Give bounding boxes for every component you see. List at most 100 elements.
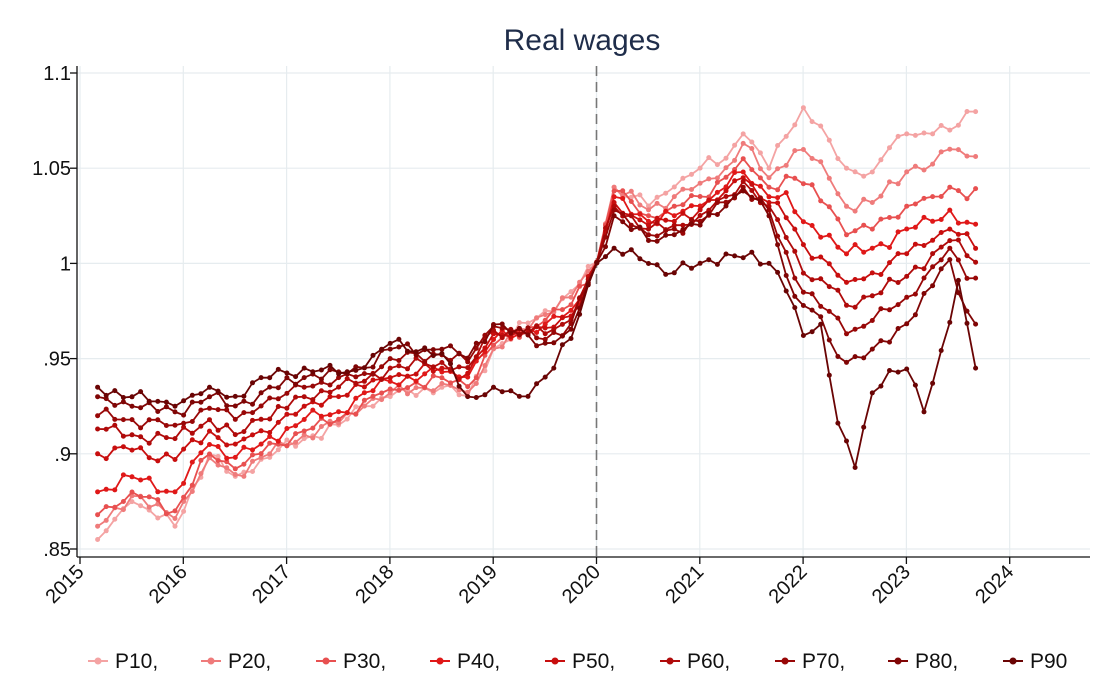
- data-point: [689, 217, 694, 223]
- data-point: [370, 393, 376, 399]
- data-point: [241, 429, 247, 435]
- data-point: [844, 203, 849, 209]
- data-point: [852, 228, 858, 234]
- data-point: [163, 435, 169, 441]
- data-point: [964, 231, 970, 237]
- data-point: [921, 291, 927, 296]
- data-point: [138, 477, 144, 483]
- data-point: [275, 447, 281, 453]
- data-point: [955, 277, 961, 283]
- data-point: [869, 169, 875, 175]
- data-point: [207, 428, 212, 434]
- data-point: [95, 413, 101, 419]
- series-lines: [95, 105, 979, 542]
- legend-item: P50,: [545, 650, 615, 673]
- data-point: [534, 330, 540, 335]
- data-point: [405, 385, 410, 391]
- data-point: [258, 428, 264, 434]
- legend-label: P10,: [115, 650, 158, 673]
- data-point: [628, 213, 634, 219]
- data-point: [568, 302, 574, 308]
- data-point: [370, 364, 376, 370]
- data-point: [336, 394, 342, 400]
- legend-label: P90: [1030, 650, 1067, 673]
- data-point: [869, 200, 875, 205]
- data-point: [654, 200, 660, 206]
- data-point: [869, 226, 875, 232]
- data-point: [534, 381, 540, 387]
- data-point: [800, 289, 806, 295]
- data-point: [138, 434, 144, 440]
- data-point: [818, 303, 824, 309]
- data-point: [697, 180, 703, 186]
- data-point: [430, 368, 436, 374]
- data-point: [129, 489, 135, 495]
- data-point: [947, 319, 953, 325]
- data-point: [861, 173, 867, 179]
- data-point: [327, 382, 333, 388]
- data-point: [973, 275, 979, 281]
- data-point: [207, 417, 212, 423]
- data-point: [783, 235, 789, 240]
- data-point: [628, 247, 634, 253]
- data-point: [465, 355, 471, 361]
- data-point: [491, 342, 496, 348]
- data-point: [663, 228, 669, 234]
- data-point: [430, 364, 436, 370]
- data-point: [473, 375, 479, 381]
- legend-label: P20,: [228, 650, 271, 673]
- data-point: [921, 214, 927, 220]
- data-point: [439, 365, 445, 371]
- data-point: [973, 154, 979, 159]
- data-point: [775, 195, 781, 201]
- legend-label: P70,: [802, 650, 845, 673]
- data-point: [809, 277, 815, 283]
- data-point: [465, 359, 471, 365]
- data-point: [525, 332, 531, 338]
- data-point: [499, 389, 505, 395]
- data-point: [310, 425, 316, 431]
- data-point: [955, 290, 961, 296]
- data-point: [301, 375, 307, 381]
- data-point: [671, 226, 677, 232]
- data-point: [852, 277, 858, 282]
- data-point: [861, 249, 867, 255]
- legend: P10, P20, P30, P40, P50, P60, P70, P80, P90: [88, 650, 1067, 673]
- legend-marker: [781, 657, 789, 665]
- data-point: [224, 468, 230, 474]
- data-point: [835, 420, 841, 426]
- data-point: [706, 211, 712, 217]
- data-point: [955, 257, 961, 263]
- data-point: [258, 441, 264, 447]
- data-point: [792, 175, 798, 181]
- data-point: [327, 367, 333, 373]
- data-point: [215, 435, 221, 441]
- data-point: [844, 302, 849, 308]
- data-point: [310, 397, 316, 403]
- data-point: [413, 378, 419, 384]
- data-point: [318, 402, 324, 408]
- data-point: [284, 443, 290, 449]
- data-point: [189, 459, 195, 465]
- series-p90: [95, 245, 979, 470]
- data-point: [336, 416, 342, 422]
- data-point: [835, 272, 841, 278]
- data-point: [353, 367, 359, 373]
- data-point: [947, 226, 953, 232]
- legend-marker: [322, 657, 330, 665]
- data-point: [973, 186, 979, 192]
- data-point: [852, 354, 858, 360]
- data-point: [344, 410, 350, 416]
- data-point: [740, 169, 746, 175]
- data-point: [577, 311, 583, 317]
- data-point: [318, 388, 324, 394]
- data-point: [955, 237, 961, 243]
- data-point: [146, 475, 152, 481]
- data-point: [250, 469, 255, 474]
- data-point: [835, 354, 841, 359]
- data-point: [112, 416, 118, 422]
- data-point: [293, 431, 299, 437]
- data-point: [878, 241, 884, 247]
- data-point: [895, 214, 901, 220]
- data-point: [955, 220, 961, 226]
